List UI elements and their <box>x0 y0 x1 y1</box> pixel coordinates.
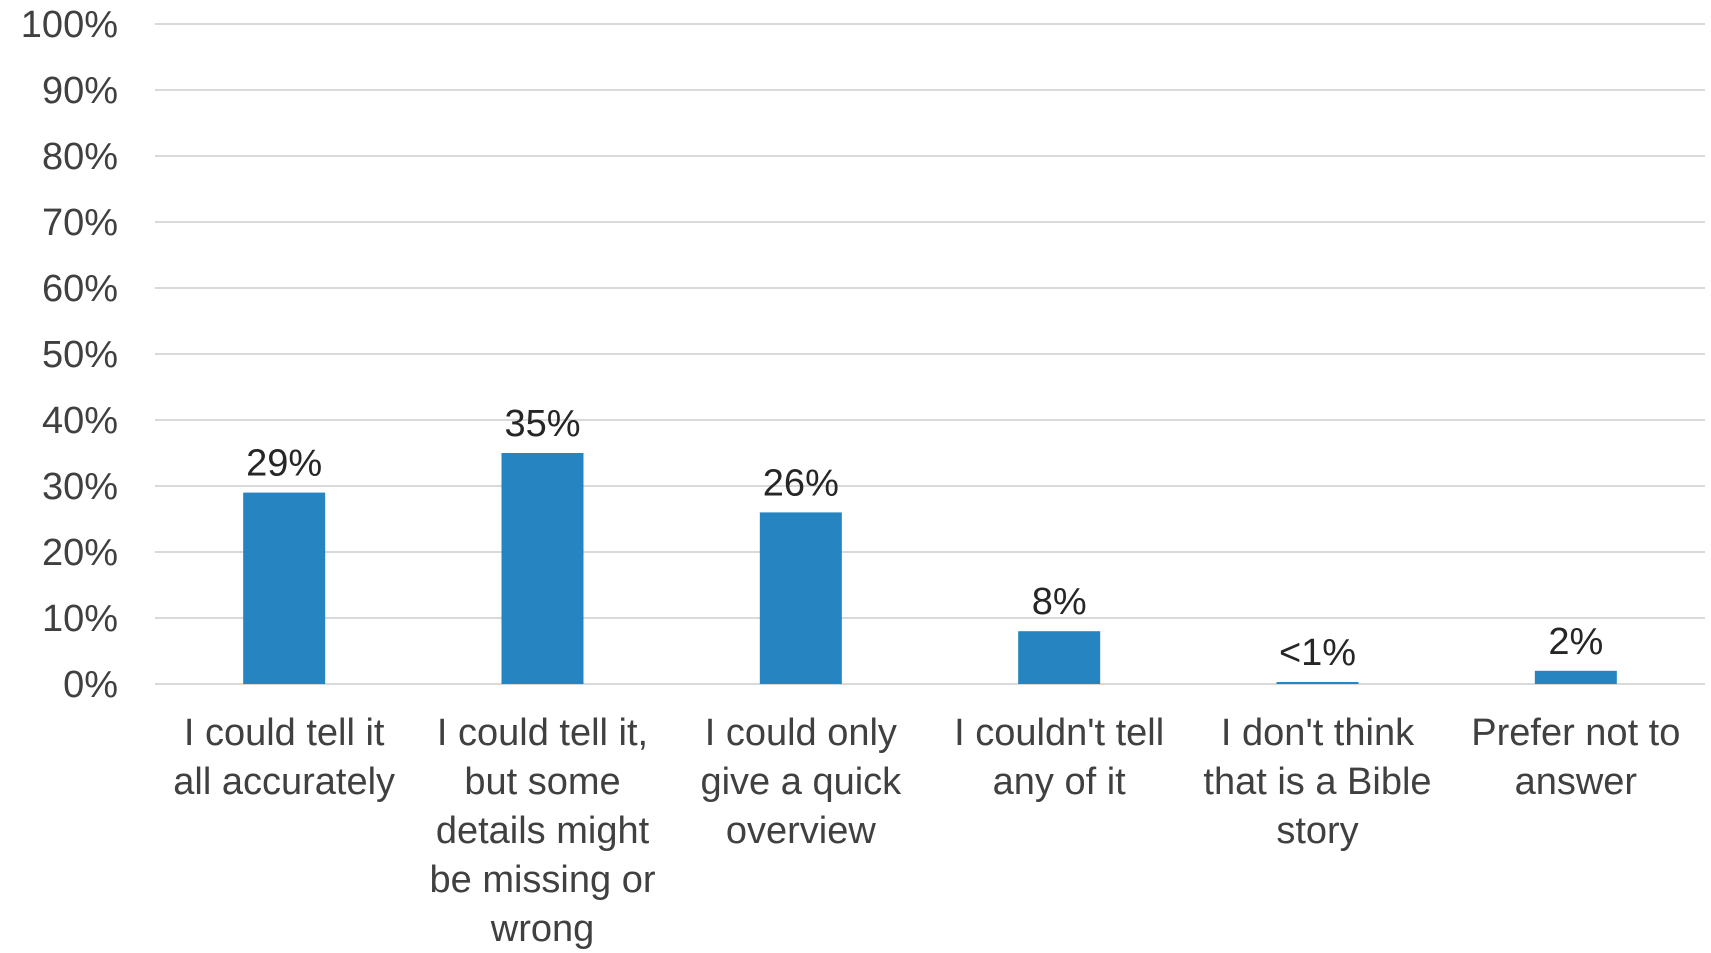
y-tick-label: 40% <box>42 400 118 442</box>
bar <box>243 492 326 684</box>
category-label: I could only give a quick overview <box>700 712 902 852</box>
category-label: Prefer not to answer <box>1471 712 1680 803</box>
data-label: 8% <box>1032 581 1087 623</box>
y-tick-label: 20% <box>42 532 118 574</box>
y-tick-label: 0% <box>63 664 118 706</box>
y-axis-tick-labels: 0% 10% 20% 30% 40% 50% 60% 70% 80% 90% 100% <box>21 4 118 706</box>
y-tick-label: 50% <box>42 334 118 376</box>
y-tick-label: 10% <box>42 598 118 640</box>
y-tick-label: 60% <box>42 268 118 310</box>
gridlines <box>155 23 1705 685</box>
y-tick-label: 90% <box>42 70 118 112</box>
data-label: 26% <box>763 462 839 504</box>
y-tick-label: 100% <box>21 4 118 46</box>
bar <box>1018 631 1101 684</box>
data-label: 29% <box>246 443 322 485</box>
category-label: I could tell it all accurately <box>173 712 395 803</box>
y-tick-label: 80% <box>42 136 118 178</box>
data-labels: 29% 35% 26% 8% <1% 2% <box>246 403 1603 674</box>
y-tick-label: 30% <box>42 466 118 508</box>
data-label: <1% <box>1279 632 1356 674</box>
bars <box>243 453 1617 684</box>
data-label: 35% <box>504 403 580 445</box>
bar <box>501 453 584 684</box>
category-label: I couldn't tell any of it <box>954 712 1164 803</box>
y-tick-label: 70% <box>42 202 118 244</box>
bar <box>1276 682 1359 684</box>
data-label: 2% <box>1548 621 1603 663</box>
category-label: I could tell it, but some details might be … <box>430 712 656 950</box>
bar <box>759 512 842 684</box>
category-label: I don't think that is a Bible story <box>1203 712 1431 852</box>
x-axis-category-labels: I could tell it all accurately I could tel… <box>173 712 1680 950</box>
bar <box>1534 670 1617 684</box>
